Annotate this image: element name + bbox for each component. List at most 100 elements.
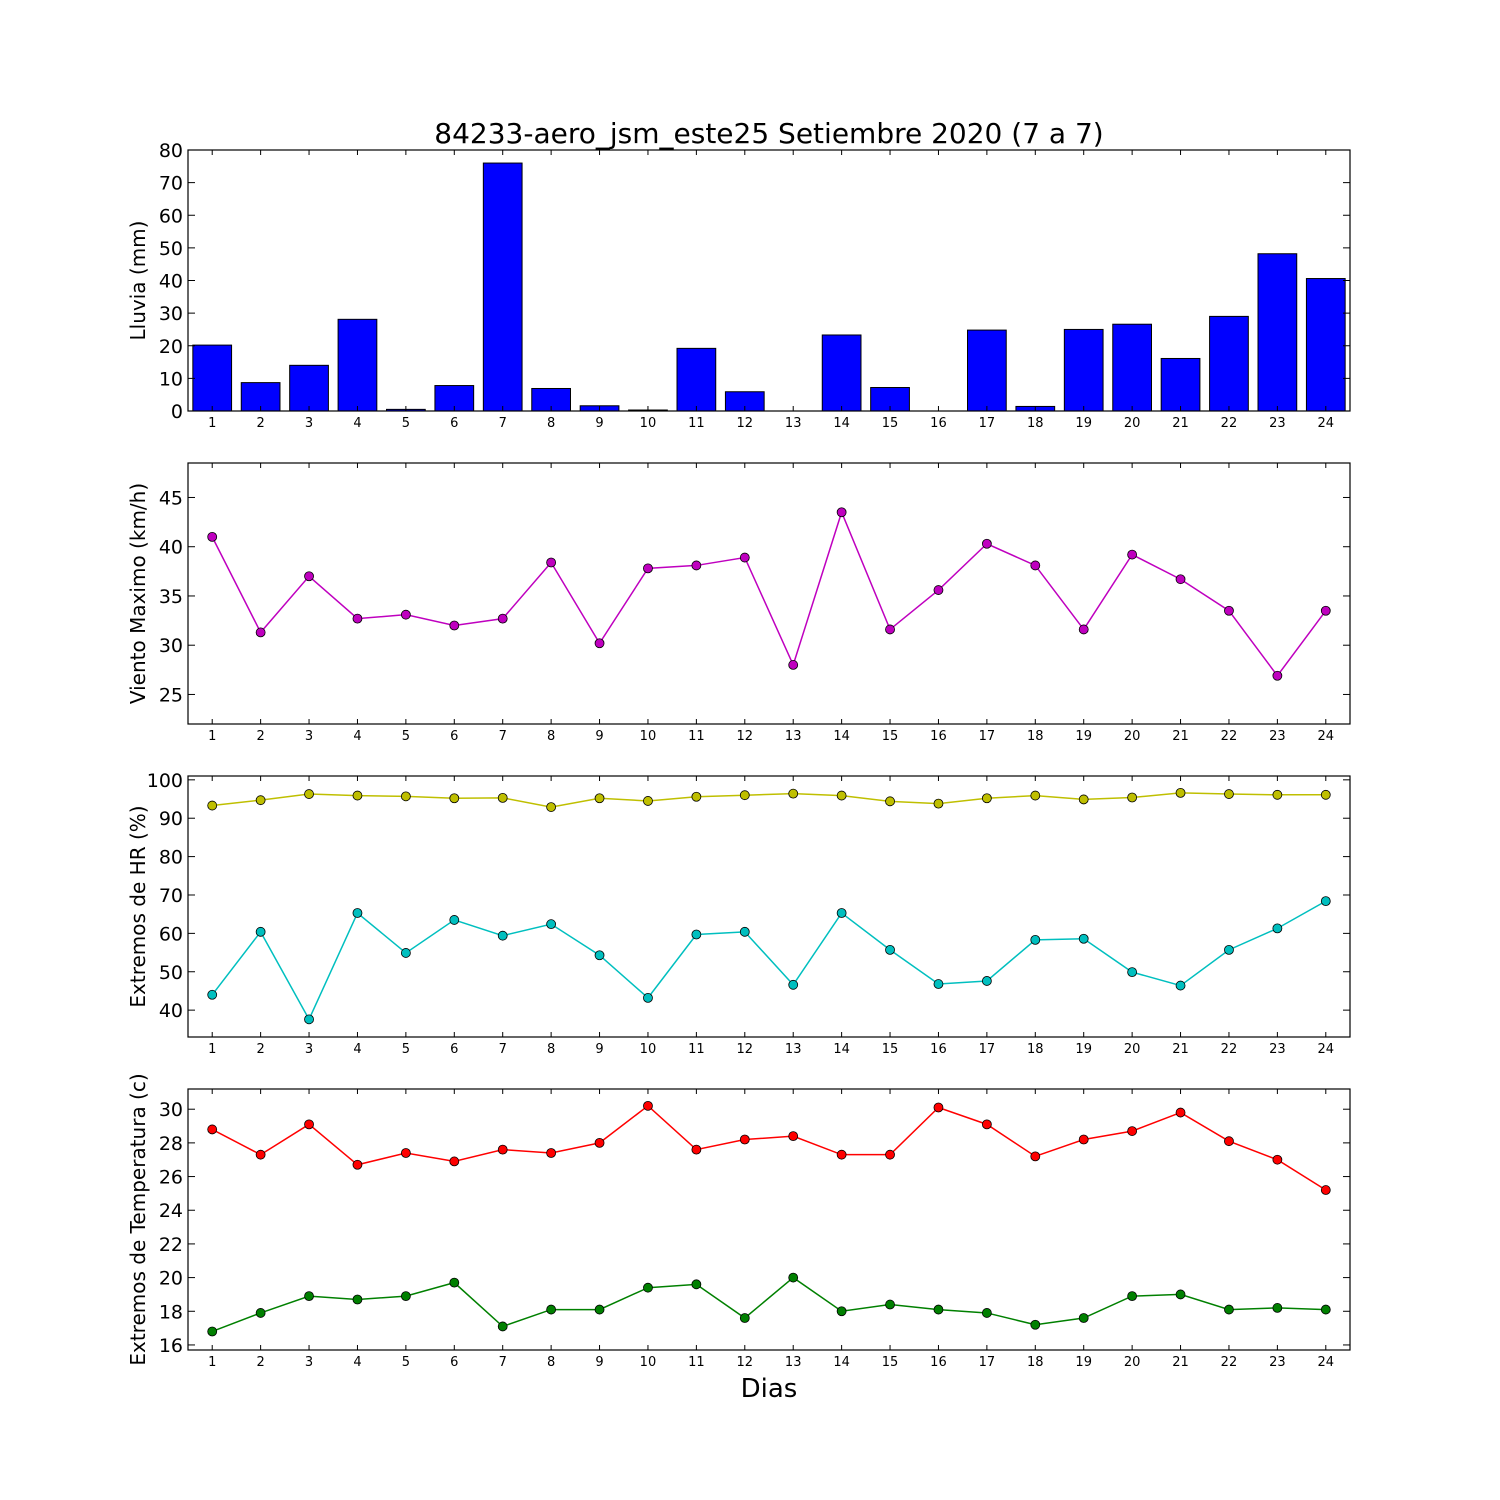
temperature-point bbox=[1272, 1154, 1283, 1165]
wind-x-tick-label: 16 bbox=[930, 729, 947, 744]
temperature-point bbox=[1127, 1126, 1138, 1136]
humidity-point bbox=[1320, 896, 1331, 907]
wind-x-tick-label: 15 bbox=[882, 729, 899, 744]
wind-x-tick-label: 7 bbox=[499, 729, 507, 744]
wind-point bbox=[836, 507, 847, 518]
humidity-x-tick-label: 15 bbox=[882, 1042, 899, 1057]
wind-point bbox=[1127, 549, 1138, 560]
humidity-point bbox=[546, 919, 557, 930]
wind-point bbox=[1078, 624, 1089, 635]
temperature-y-tick-label: 28 bbox=[159, 1133, 183, 1155]
temperature-point bbox=[497, 1144, 508, 1155]
temperature-point bbox=[255, 1308, 266, 1318]
temperature-point bbox=[304, 1291, 314, 1302]
wind-point bbox=[1320, 605, 1331, 616]
temperature-point bbox=[739, 1313, 750, 1323]
rain-bar bbox=[967, 329, 1007, 412]
rain-x-tick-label: 10 bbox=[640, 416, 657, 431]
temperature-y-tick-label: 20 bbox=[159, 1268, 183, 1290]
temperature-point bbox=[1030, 1151, 1041, 1162]
temperature-x-tick-label: 19 bbox=[1075, 1355, 1092, 1370]
temperature-x-tick-label: 17 bbox=[979, 1355, 996, 1370]
temperature-y-tick-label: 30 bbox=[159, 1099, 183, 1121]
temperature-point bbox=[739, 1134, 750, 1145]
humidity-point bbox=[981, 793, 992, 804]
rain-bar bbox=[337, 318, 378, 412]
wind-point bbox=[449, 620, 460, 631]
rain-x-tick-label: 19 bbox=[1075, 416, 1092, 431]
wind-x-tick-label: 24 bbox=[1318, 729, 1335, 744]
humidity-point bbox=[981, 976, 992, 986]
humidity-x-tick-label: 19 bbox=[1075, 1042, 1092, 1057]
humidity-point bbox=[933, 798, 944, 809]
temperature-point bbox=[885, 1299, 895, 1310]
humidity-point bbox=[207, 989, 218, 1000]
humidity-x-tick-label: 13 bbox=[785, 1042, 802, 1057]
humidity-point bbox=[497, 930, 508, 941]
temperature-point bbox=[207, 1326, 218, 1337]
humidity-point bbox=[1224, 789, 1234, 799]
temperature-point bbox=[497, 1321, 508, 1332]
humidity-x-tick-label: 17 bbox=[979, 1042, 996, 1057]
humidity-point bbox=[643, 796, 653, 806]
humidity-y-tick-label: 70 bbox=[159, 885, 183, 907]
temperature-x-tick-label: 14 bbox=[833, 1355, 850, 1370]
humidity-x-tick-label: 21 bbox=[1172, 1042, 1189, 1057]
humidity-x-tick-label: 7 bbox=[499, 1042, 507, 1057]
temperature-point bbox=[836, 1306, 847, 1317]
temperature-x-tick-label: 9 bbox=[595, 1355, 603, 1370]
humidity-series-line bbox=[211, 900, 1327, 1022]
wind-x-tick-label: 12 bbox=[737, 729, 754, 744]
humidity-point bbox=[304, 1014, 314, 1025]
temperature-point bbox=[594, 1304, 605, 1315]
humidity-y-tick-label: 60 bbox=[159, 923, 183, 945]
humidity-point bbox=[691, 929, 702, 940]
rain-bar bbox=[289, 364, 329, 412]
humidity-point bbox=[1078, 933, 1089, 944]
wind-x-tick-label: 23 bbox=[1269, 729, 1286, 744]
wind-x-tick-label: 11 bbox=[688, 729, 705, 744]
humidity-point bbox=[788, 788, 799, 799]
humidity-x-tick-label: 10 bbox=[640, 1042, 657, 1057]
humidity-x-tick-label: 5 bbox=[402, 1042, 410, 1057]
humidity-point bbox=[739, 790, 750, 801]
temperature-point bbox=[352, 1159, 363, 1170]
temperature-point bbox=[981, 1119, 992, 1130]
rain-y-tick-label: 50 bbox=[159, 238, 183, 260]
wind-x-tick-label: 9 bbox=[595, 729, 603, 744]
humidity-series-line bbox=[212, 792, 1326, 808]
humidity-point bbox=[1272, 789, 1283, 800]
humidity-point bbox=[1030, 790, 1041, 801]
temperature-point bbox=[933, 1304, 944, 1315]
rain-y-tick-label: 0 bbox=[171, 401, 183, 423]
temperature-point bbox=[1127, 1291, 1138, 1302]
wind-x-tick-label: 13 bbox=[785, 729, 802, 744]
temperature-point bbox=[1272, 1303, 1283, 1313]
humidity-point bbox=[594, 793, 605, 804]
wind-point bbox=[788, 660, 799, 670]
humidity-point bbox=[836, 790, 847, 801]
wind-y-tick-label: 25 bbox=[159, 684, 183, 706]
humidity-x-tick-label: 24 bbox=[1318, 1042, 1335, 1057]
temperature-x-tick-label: 5 bbox=[402, 1355, 410, 1370]
wind-point bbox=[304, 571, 314, 582]
humidity-point bbox=[207, 800, 218, 811]
rain-x-tick-label: 2 bbox=[256, 416, 264, 431]
humidity-point bbox=[449, 915, 460, 925]
humidity-point bbox=[1175, 787, 1186, 798]
temperature-x-tick-label: 10 bbox=[640, 1355, 657, 1370]
humidity-point bbox=[1127, 967, 1138, 978]
wind-point bbox=[255, 627, 266, 638]
humidity-point bbox=[691, 791, 702, 802]
temperature-point bbox=[1224, 1136, 1234, 1147]
rain-y-axis-label: Lluvia (mm) bbox=[126, 221, 150, 341]
wind-x-tick-label: 4 bbox=[353, 729, 361, 744]
humidity-x-tick-label: 14 bbox=[833, 1042, 850, 1057]
rain-bar bbox=[676, 347, 717, 412]
rain-y-tick-label: 40 bbox=[159, 271, 183, 293]
temperature-point bbox=[255, 1149, 266, 1160]
humidity-point bbox=[304, 789, 314, 799]
wind-y-tick-label: 35 bbox=[159, 586, 183, 608]
humidity-x-tick-label: 9 bbox=[595, 1042, 603, 1057]
temperature-y-axis-label: Extremos de Temperatura (c) bbox=[126, 1073, 150, 1365]
